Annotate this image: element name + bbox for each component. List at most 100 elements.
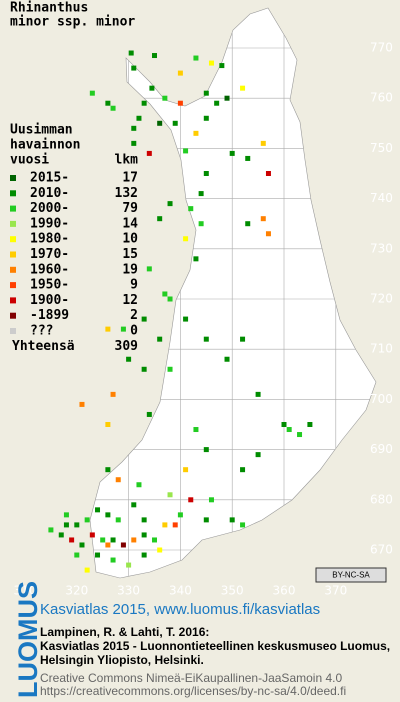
observation — [240, 85, 246, 91]
observation — [131, 140, 137, 146]
legend-label: 1900- — [30, 293, 69, 308]
legend-count: 12 — [122, 293, 138, 308]
x-tick-label: 360 — [273, 584, 296, 598]
observation — [110, 557, 116, 563]
legend-label: ??? — [30, 324, 53, 339]
observation — [183, 467, 189, 473]
observation — [146, 411, 152, 417]
observation — [224, 356, 230, 362]
legend-label: 2010- — [30, 186, 69, 201]
legend-swatch — [10, 236, 16, 243]
x-tick-label: 350 — [221, 584, 244, 598]
legend-label: 1970- — [30, 247, 69, 262]
count-header: lkm — [115, 153, 139, 168]
observation — [136, 482, 142, 488]
observation — [146, 150, 152, 156]
observation — [162, 95, 168, 101]
observation — [265, 171, 271, 176]
legend-swatch — [10, 282, 16, 289]
observation — [198, 191, 204, 197]
observation — [167, 201, 173, 207]
observation — [193, 130, 199, 136]
legend-count: 2 — [130, 308, 138, 323]
observation — [141, 532, 147, 538]
legend-count: 15 — [122, 247, 138, 262]
observations — [48, 50, 313, 573]
observation — [141, 100, 147, 106]
legend-count: 79 — [122, 201, 138, 216]
observation — [58, 532, 64, 538]
observation — [203, 90, 209, 96]
observation — [219, 63, 225, 69]
observation — [188, 206, 194, 212]
observation — [297, 432, 303, 438]
observation — [141, 366, 147, 372]
legend-swatch — [10, 297, 16, 304]
observation — [115, 477, 121, 483]
observation — [152, 537, 157, 543]
observation — [105, 542, 111, 548]
observation — [48, 527, 54, 533]
observation — [208, 497, 214, 503]
observation — [152, 53, 157, 59]
license-badge — [315, 567, 387, 583]
legend-count: 9 — [130, 278, 138, 293]
observation — [120, 326, 126, 332]
observation — [229, 150, 235, 156]
license: https://creativecommons.org/licenses/by-… — [40, 684, 346, 698]
license: Creative Commons Nimeä-EiKaupallinen-Jaa… — [40, 671, 342, 685]
observation — [128, 50, 134, 56]
observation — [105, 467, 111, 473]
legend-count: 19 — [122, 262, 138, 277]
observation — [245, 155, 251, 161]
x-tick-label: 310 — [14, 584, 37, 598]
observation — [84, 517, 90, 523]
observation — [286, 427, 292, 433]
observation — [105, 326, 111, 332]
legend-label: 1980- — [30, 232, 69, 247]
observation — [126, 356, 132, 362]
observation — [240, 467, 246, 473]
observation — [74, 552, 80, 558]
observation — [79, 542, 85, 548]
observation — [105, 100, 111, 106]
legend-label: 1950- — [30, 278, 69, 293]
observation — [79, 401, 85, 407]
observation — [229, 517, 235, 523]
legend-swatch — [10, 251, 16, 258]
observation — [136, 115, 142, 121]
observation — [146, 266, 152, 272]
legend-count: 17 — [122, 171, 138, 186]
observation — [149, 85, 155, 91]
observation — [131, 125, 137, 131]
observation — [126, 562, 132, 568]
legend-label: 1960- — [30, 262, 69, 277]
legend-label: 1990- — [30, 216, 69, 231]
legend-count: 14 — [122, 216, 138, 231]
observation — [110, 391, 116, 397]
observation — [105, 422, 111, 427]
y-tick-label: 740 — [370, 191, 393, 205]
y-tick-label: 750 — [370, 141, 393, 155]
y-tick-label: 760 — [370, 91, 393, 105]
observation — [74, 522, 80, 528]
observation — [89, 90, 95, 96]
observation — [193, 427, 199, 433]
y-tick-label: 710 — [370, 342, 393, 356]
x-tick-label: 370 — [324, 584, 347, 598]
observation — [95, 507, 101, 513]
observation — [203, 447, 209, 453]
observation — [183, 316, 189, 322]
observation — [224, 95, 230, 101]
citation: Kasviatlas 2015 - Luonnontieteellinen ke… — [40, 639, 390, 653]
legend-swatch — [10, 266, 16, 273]
observation — [157, 216, 163, 222]
legend-label: 2015- — [30, 171, 69, 186]
observation — [177, 100, 183, 106]
y-tick-label: 670 — [370, 543, 393, 557]
observation — [131, 502, 137, 508]
observation — [208, 60, 214, 66]
y-tick-label: 770 — [370, 41, 393, 55]
observation — [281, 422, 287, 427]
legend-count: 132 — [115, 186, 138, 201]
